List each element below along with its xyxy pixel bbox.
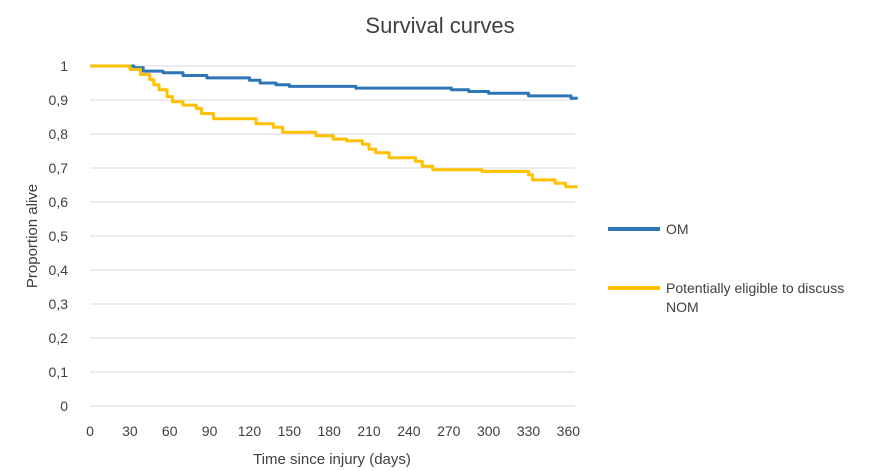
legend-item-nom: Potentially eligible to discuss NOM [608,280,844,315]
y-tick-label: 0,4 [49,262,69,278]
legend-item-om: OM [608,221,689,237]
y-tick-label: 0,5 [49,228,69,244]
legend-label: NOM [666,299,699,315]
x-tick-label: 90 [202,423,218,439]
gridlines [90,65,575,407]
y-tick-label: 0,3 [49,296,69,312]
x-axis-label: Time since injury (days) [253,451,411,468]
x-tick-label: 120 [238,423,262,439]
y-tick-label: 0,2 [49,330,69,346]
y-tick-label: 0,1 [49,364,69,380]
y-tick-label: 0,6 [49,194,69,210]
x-tick-label: 270 [437,423,461,439]
series-lines [90,64,578,189]
series-line-om [90,64,578,100]
x-tick-label: 30 [122,423,138,439]
x-tick-label: 180 [317,423,341,439]
x-tick-label: 240 [397,423,421,439]
y-tick-label: 0,8 [49,126,69,142]
x-tick-label: 150 [278,423,302,439]
x-axis-ticks: 0 30 60 90 120 150 180 210 240 270 300 330 360 [86,423,580,439]
y-tick-label: 0 [60,398,68,414]
legend: OM Potentially eligible to discuss NOM [608,221,844,315]
legend-label: OM [666,221,689,237]
chart-title: Survival curves [365,13,514,38]
y-tick-label: 0,9 [49,92,69,108]
x-tick-label: 60 [162,423,178,439]
series-line-nom [90,64,578,189]
y-tick-label: 0,7 [49,160,69,176]
x-tick-label: 330 [517,423,541,439]
x-tick-label: 0 [86,423,94,439]
x-tick-label: 360 [557,423,581,439]
x-tick-label: 210 [357,423,381,439]
x-tick-label: 300 [477,423,501,439]
y-tick-label: 1 [60,58,68,74]
y-axis-label: Proportion alive [24,184,41,288]
y-axis-ticks: 0 0,1 0,2 0,3 0,4 0,5 0,6 0,7 0,8 0,9 1 [49,58,69,414]
legend-label: Potentially eligible to discuss [666,280,844,296]
